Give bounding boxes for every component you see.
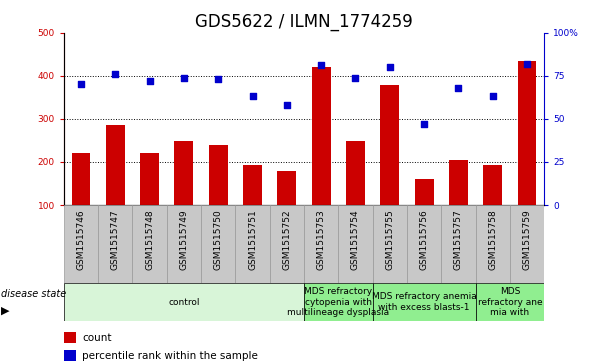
- Point: [419, 121, 429, 127]
- Text: GSM1515747: GSM1515747: [111, 209, 120, 270]
- Point: [111, 71, 120, 77]
- Text: percentile rank within the sample: percentile rank within the sample: [82, 351, 258, 361]
- Bar: [106, 125, 125, 248]
- Bar: [64, 350, 76, 361]
- Bar: [475, 283, 544, 321]
- Bar: [510, 205, 544, 283]
- Bar: [415, 179, 434, 248]
- Text: GSM1515756: GSM1515756: [420, 209, 429, 270]
- Text: GSM1515750: GSM1515750: [214, 209, 223, 270]
- Bar: [72, 153, 91, 248]
- Point: [488, 94, 497, 99]
- Bar: [201, 205, 235, 283]
- Text: GSM1515748: GSM1515748: [145, 209, 154, 270]
- Bar: [174, 141, 193, 248]
- Bar: [98, 205, 133, 283]
- Point: [316, 62, 326, 68]
- Bar: [167, 205, 201, 283]
- Point: [145, 78, 154, 84]
- Bar: [381, 85, 399, 248]
- Bar: [243, 166, 262, 248]
- Point: [247, 94, 257, 99]
- Text: GSM1515749: GSM1515749: [179, 209, 188, 270]
- Text: GSM1515755: GSM1515755: [385, 209, 394, 270]
- Bar: [407, 205, 441, 283]
- Bar: [304, 205, 338, 283]
- Point: [351, 74, 361, 80]
- Title: GDS5622 / ILMN_1774259: GDS5622 / ILMN_1774259: [195, 13, 413, 31]
- Point: [385, 64, 395, 70]
- Text: GSM1515746: GSM1515746: [77, 209, 86, 270]
- Text: GSM1515758: GSM1515758: [488, 209, 497, 270]
- Point: [213, 76, 223, 82]
- Point: [282, 102, 292, 108]
- Bar: [304, 283, 373, 321]
- Bar: [373, 283, 475, 321]
- Bar: [64, 205, 98, 283]
- Bar: [517, 61, 536, 248]
- Bar: [209, 145, 227, 248]
- Bar: [64, 332, 76, 343]
- Text: control: control: [168, 298, 199, 307]
- Point: [454, 85, 463, 91]
- Text: MDS refractory
cytopenia with
multilineage dysplasia: MDS refractory cytopenia with multilinea…: [287, 287, 389, 317]
- Text: GSM1515754: GSM1515754: [351, 209, 360, 270]
- Text: GSM1515753: GSM1515753: [317, 209, 326, 270]
- Bar: [133, 205, 167, 283]
- Bar: [140, 152, 159, 248]
- Bar: [270, 205, 304, 283]
- Text: GSM1515759: GSM1515759: [522, 209, 531, 270]
- Bar: [475, 205, 510, 283]
- Bar: [441, 205, 475, 283]
- Text: ▶: ▶: [1, 306, 9, 316]
- Point: [76, 82, 86, 87]
- Point: [522, 61, 532, 67]
- Text: MDS refractory anemia
with excess blasts-1: MDS refractory anemia with excess blasts…: [371, 293, 477, 312]
- Bar: [312, 67, 331, 248]
- Bar: [338, 205, 373, 283]
- Text: disease state: disease state: [1, 289, 66, 298]
- Text: GSM1515757: GSM1515757: [454, 209, 463, 270]
- Text: count: count: [82, 333, 112, 343]
- Bar: [346, 141, 365, 248]
- Bar: [235, 205, 270, 283]
- Text: GSM1515752: GSM1515752: [282, 209, 291, 270]
- Point: [179, 74, 188, 80]
- Bar: [483, 166, 502, 248]
- Bar: [277, 171, 296, 248]
- Text: GSM1515751: GSM1515751: [248, 209, 257, 270]
- Bar: [449, 160, 468, 248]
- Bar: [64, 283, 304, 321]
- Bar: [373, 205, 407, 283]
- Text: MDS
refractory ane
mia with: MDS refractory ane mia with: [477, 287, 542, 317]
